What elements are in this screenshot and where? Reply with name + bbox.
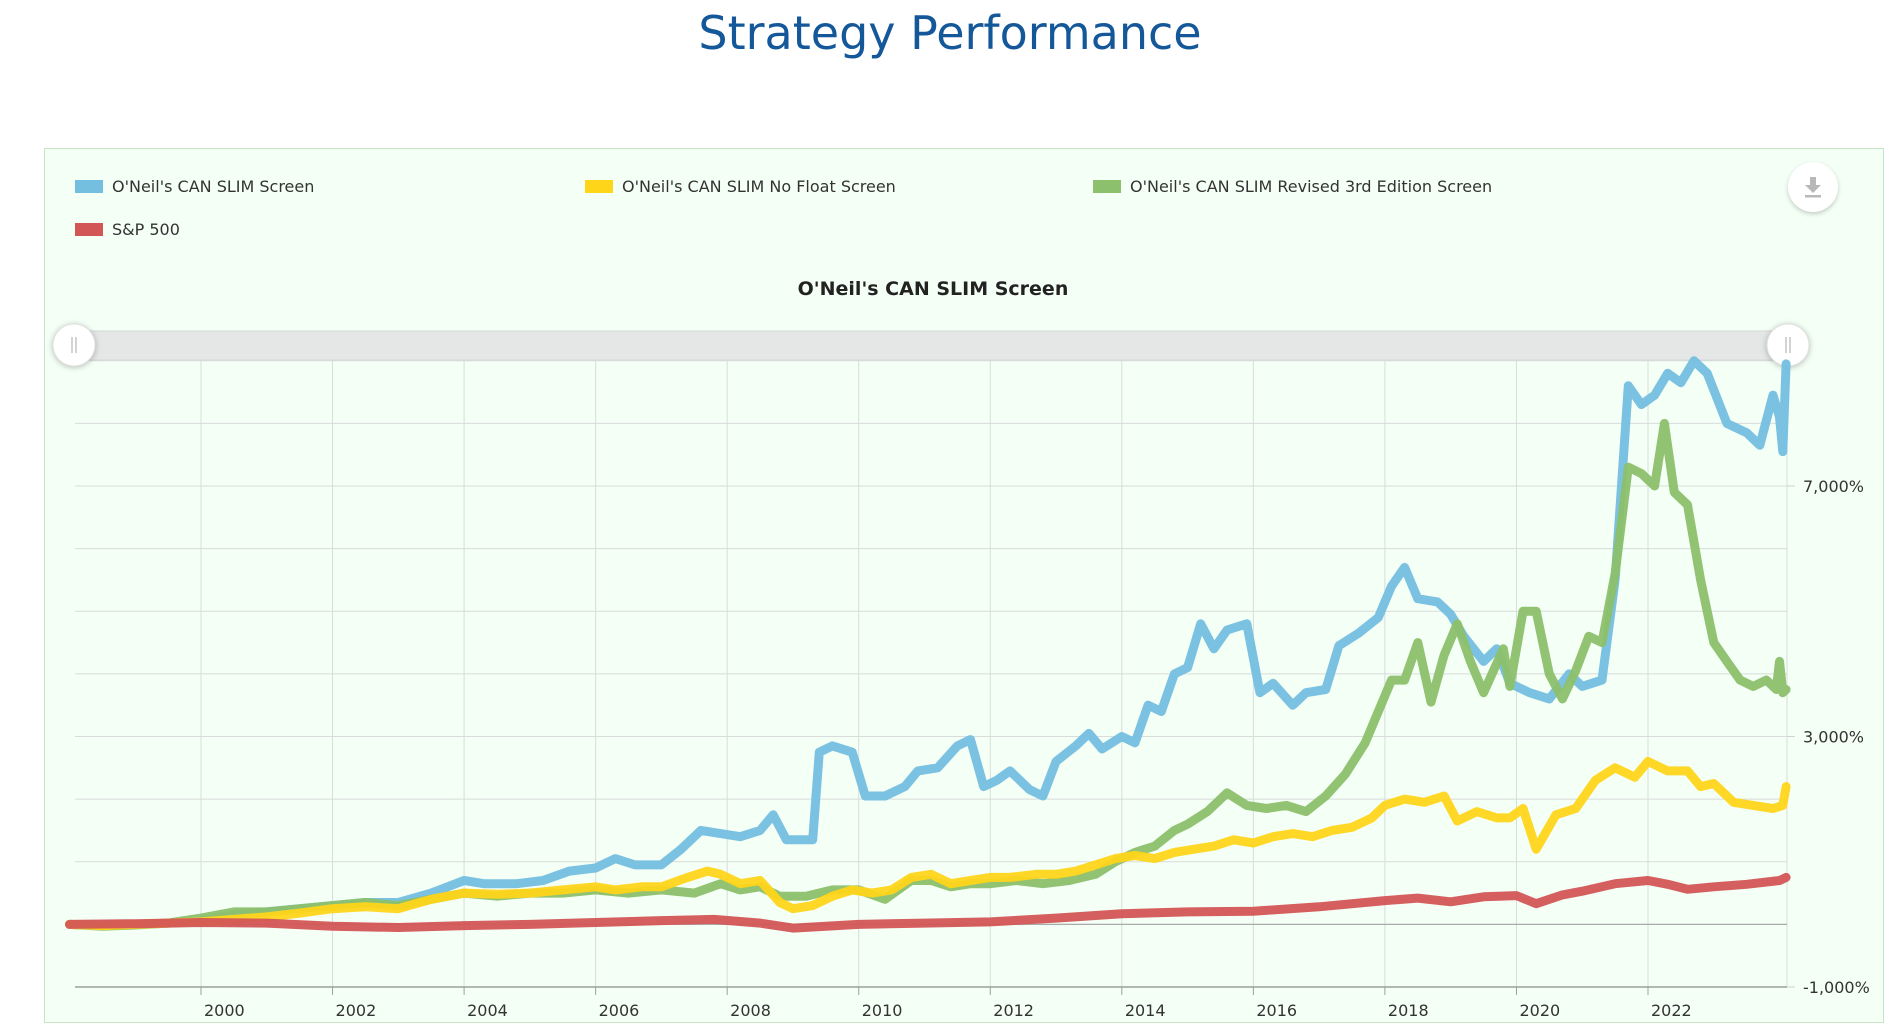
legend-label-canslim: O'Neil's CAN SLIM Screen: [112, 177, 315, 196]
grid: [75, 360, 1788, 988]
axes: 2000 2002 2004 2006 2008 2010 2012 2014 2016 2018…: [75, 477, 1870, 1020]
legend-label-sp500: S&P 500: [112, 220, 180, 239]
legend-item-sp500[interactable]: S&P 500: [75, 220, 180, 239]
series-group: [65, 356, 1791, 933]
x-tick-label: 2004: [467, 1001, 508, 1020]
navigator-handle-right[interactable]: [1766, 323, 1810, 367]
x-tick-label: 2010: [862, 1001, 903, 1020]
series-line-3: [65, 872, 1791, 933]
y-tick-label: -1,000%: [1803, 978, 1870, 997]
legend-swatch-sp500: [75, 223, 103, 236]
legend-swatch-no-float: [585, 180, 613, 193]
download-button[interactable]: [1788, 162, 1838, 212]
series-line-0: [65, 356, 1791, 931]
y-tick-label: 7,000%: [1803, 477, 1864, 496]
series-line-2: [65, 418, 1791, 931]
x-tick-label: 2020: [1519, 1001, 1560, 1020]
legend-swatch-revised-3rd: [1093, 180, 1121, 193]
x-tick-label: 2018: [1388, 1001, 1429, 1020]
download-icon: [1805, 177, 1821, 198]
navigator-handle-left[interactable]: [52, 323, 96, 367]
legend-item-revised-3rd[interactable]: O'Neil's CAN SLIM Revised 3rd Edition Sc…: [1093, 177, 1492, 196]
x-tick-label: 2012: [993, 1001, 1034, 1020]
series-line-1: [65, 757, 1791, 931]
legend-swatch-canslim: [75, 180, 103, 193]
page-title: Strategy Performance: [698, 6, 1202, 60]
x-tick-label: 2008: [730, 1001, 771, 1020]
x-tick-label: 2000: [204, 1001, 245, 1020]
chart-title: O'Neil's CAN SLIM Screen: [798, 278, 1069, 300]
x-tick-label: 2014: [1125, 1001, 1166, 1020]
navigator-track[interactable]: [74, 330, 1788, 361]
x-tick-label: 2022: [1651, 1001, 1692, 1020]
x-tick-label: 2002: [336, 1001, 377, 1020]
x-tick-label: 2016: [1256, 1001, 1297, 1020]
y-tick-label: 3,000%: [1803, 728, 1864, 747]
navigator[interactable]: [52, 323, 1810, 367]
x-tick-label: 2006: [599, 1001, 640, 1020]
legend-item-no-float[interactable]: O'Neil's CAN SLIM No Float Screen: [585, 177, 896, 196]
legend-item-canslim[interactable]: O'Neil's CAN SLIM Screen: [75, 177, 314, 196]
legend-label-no-float: O'Neil's CAN SLIM No Float Screen: [622, 177, 896, 196]
legend-label-revised-3rd: O'Neil's CAN SLIM Revised 3rd Edition Sc…: [1130, 177, 1493, 196]
